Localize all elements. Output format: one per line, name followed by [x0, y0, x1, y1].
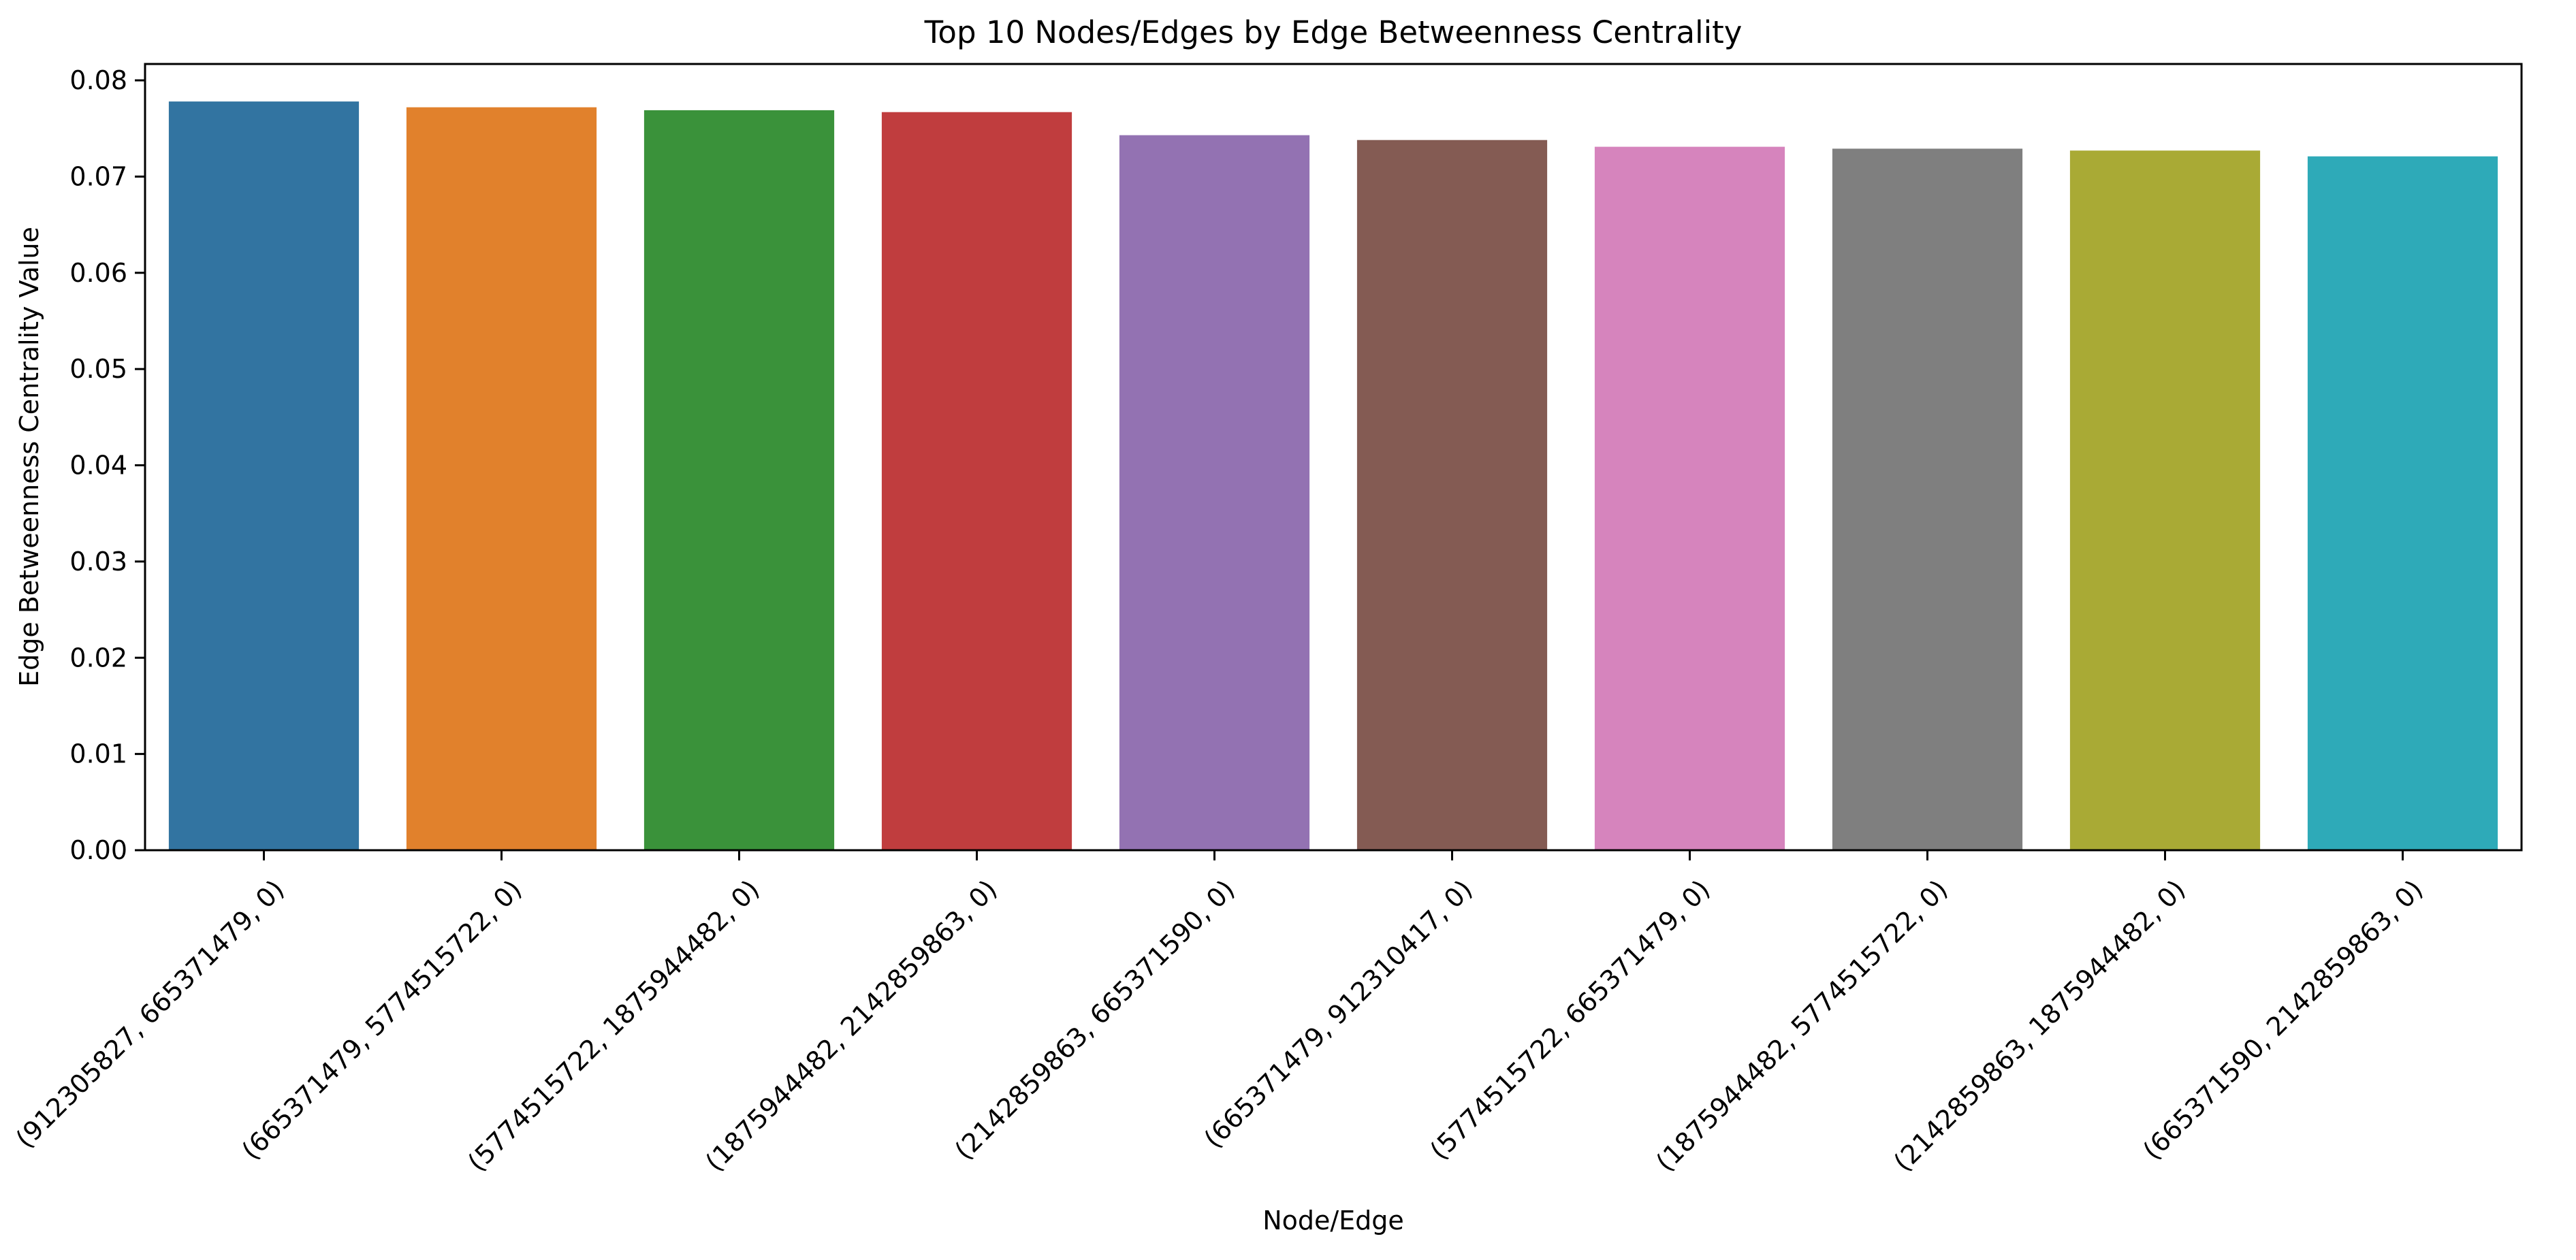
y-tick-label: 0.05	[69, 354, 127, 384]
y-tick-label: 0.03	[69, 547, 127, 577]
bar	[2069, 150, 2261, 851]
y-tick-label: 0.08	[69, 65, 127, 95]
bar	[881, 112, 1072, 851]
y-axis-label: Edge Betweenness Centrality Value	[14, 227, 44, 687]
y-tick-label: 0.01	[69, 739, 127, 769]
plot-frame	[144, 63, 2523, 852]
bar	[1356, 140, 1548, 851]
bar	[2307, 156, 2498, 850]
y-tick-label: 0.00	[69, 835, 127, 865]
y-tick-label: 0.04	[69, 451, 127, 481]
y-tick-label: 0.06	[69, 258, 127, 288]
bar	[1594, 146, 1785, 851]
bar	[406, 107, 597, 851]
bar	[1119, 135, 1310, 851]
bar	[1832, 148, 2023, 850]
bar	[168, 101, 360, 851]
chart-title: Top 10 Nodes/Edges by Edge Betweenness C…	[924, 14, 1743, 50]
bars-layer	[168, 101, 2498, 851]
y-tick-label: 0.02	[69, 643, 127, 673]
bar	[643, 110, 835, 850]
y-tick-label: 0.07	[69, 161, 127, 191]
y-axis: 0.00 0.01 0.02 0.03 0.04 0.05 0.06 0.07 0.08	[69, 65, 145, 865]
x-axis-label: Node/Edge	[1262, 1206, 1404, 1235]
